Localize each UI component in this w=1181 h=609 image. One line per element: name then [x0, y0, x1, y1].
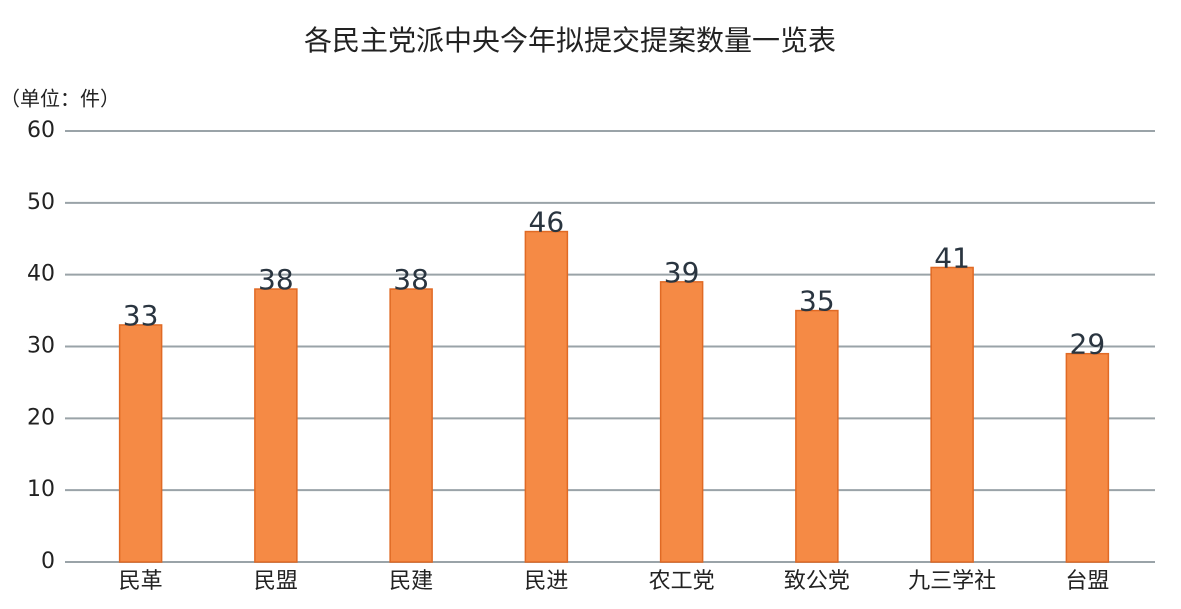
data-label: 33	[123, 299, 159, 332]
x-tick-label: 台盟	[1065, 569, 1109, 594]
y-tick-label: 10	[27, 477, 55, 502]
data-label: 41	[934, 241, 970, 274]
bar	[659, 281, 704, 563]
y-tick-label: 20	[27, 405, 55, 430]
chart-title: 各民主党派中央今年拟提交提案数量一览表	[304, 24, 836, 57]
y-tick-label: 30	[27, 334, 55, 359]
bar	[795, 309, 839, 563]
x-tick-label: 民革	[119, 569, 163, 594]
bar	[118, 324, 163, 563]
x-tick-label: 民进	[524, 569, 568, 594]
x-tick-label: 九三学社	[908, 569, 996, 594]
x-tick-label: 致公党	[784, 569, 850, 594]
x-tick-label: 民盟	[254, 569, 298, 594]
y-axis-label: （单位：件）	[0, 87, 120, 111]
bar	[254, 288, 298, 563]
data-label: 29	[1070, 328, 1106, 361]
bar	[930, 266, 974, 563]
bar	[1065, 352, 1110, 563]
y-tick-label: 0	[41, 549, 55, 574]
data-label: 46	[529, 206, 565, 239]
y-tick-label: 40	[27, 262, 55, 287]
data-label: 35	[799, 285, 835, 318]
bar	[389, 288, 433, 563]
x-tick-label: 民建	[389, 569, 433, 594]
data-label: 38	[393, 263, 429, 296]
bar	[524, 230, 569, 563]
y-tick-label: 50	[27, 190, 55, 215]
y-tick-label: 60	[27, 118, 55, 143]
data-label: 38	[258, 263, 294, 296]
x-tick-label: 农工党	[649, 569, 715, 594]
data-label: 39	[664, 256, 700, 289]
